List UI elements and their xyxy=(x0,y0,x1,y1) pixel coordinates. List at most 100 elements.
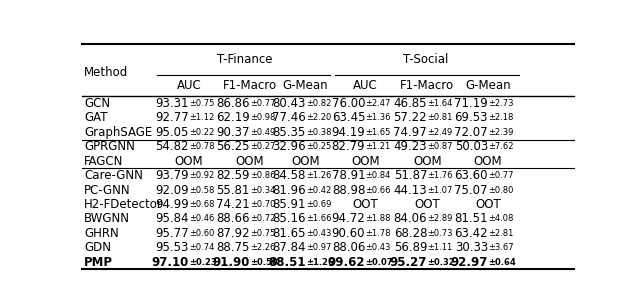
Text: ±0.23: ±0.23 xyxy=(189,258,217,267)
Text: ±0.49: ±0.49 xyxy=(250,128,275,137)
Text: OOT: OOT xyxy=(414,198,440,211)
Text: GCN: GCN xyxy=(84,97,110,110)
Text: 99.62: 99.62 xyxy=(328,256,365,269)
Text: 87.92: 87.92 xyxy=(216,227,250,240)
Text: ±0.64: ±0.64 xyxy=(488,258,516,267)
Text: OOT: OOT xyxy=(475,198,501,211)
Text: ±0.81: ±0.81 xyxy=(428,113,452,122)
Text: ±1.88: ±1.88 xyxy=(365,214,390,223)
Text: ±0.98: ±0.98 xyxy=(250,113,275,122)
Text: 88.66: 88.66 xyxy=(216,213,250,225)
Text: 88.06: 88.06 xyxy=(332,241,365,254)
Text: ±2.39: ±2.39 xyxy=(488,128,513,137)
Text: ±0.46: ±0.46 xyxy=(189,214,214,223)
Text: ±0.86: ±0.86 xyxy=(250,171,275,180)
Text: 86.86: 86.86 xyxy=(216,97,250,110)
Text: 92.77: 92.77 xyxy=(156,111,189,124)
Text: ±7.62: ±7.62 xyxy=(488,142,513,151)
Text: 93.79: 93.79 xyxy=(156,169,189,182)
Text: ±0.66: ±0.66 xyxy=(365,185,390,195)
Text: 82.59: 82.59 xyxy=(216,169,250,182)
Text: ±1.12: ±1.12 xyxy=(189,113,214,122)
Text: ±1.26: ±1.26 xyxy=(306,171,331,180)
Text: 97.10: 97.10 xyxy=(152,256,189,269)
Text: 75.07: 75.07 xyxy=(454,184,488,197)
Text: ±1.36: ±1.36 xyxy=(365,113,390,122)
Text: 51.87: 51.87 xyxy=(394,169,428,182)
Text: 68.28: 68.28 xyxy=(394,227,428,240)
Text: ±0.43: ±0.43 xyxy=(306,229,331,238)
Text: 50.03: 50.03 xyxy=(454,140,488,153)
Text: 84.58: 84.58 xyxy=(272,169,306,182)
Text: ±2.26: ±2.26 xyxy=(250,243,275,252)
Text: 95.84: 95.84 xyxy=(156,213,189,225)
Text: ±0.58: ±0.58 xyxy=(189,185,214,195)
Text: 46.85: 46.85 xyxy=(394,97,428,110)
Text: 95.05: 95.05 xyxy=(156,126,189,139)
Text: 87.84: 87.84 xyxy=(272,241,306,254)
Text: ±0.74: ±0.74 xyxy=(189,243,214,252)
Text: 49.23: 49.23 xyxy=(394,140,428,153)
Text: ±0.92: ±0.92 xyxy=(189,171,214,180)
Text: 90.60: 90.60 xyxy=(332,227,365,240)
Text: 95.27: 95.27 xyxy=(390,256,428,269)
Text: ±1.64: ±1.64 xyxy=(428,99,452,108)
Text: ±0.73: ±0.73 xyxy=(428,229,452,238)
Text: 72.07: 72.07 xyxy=(454,126,488,139)
Text: ±0.75: ±0.75 xyxy=(250,229,275,238)
Text: ±2.47: ±2.47 xyxy=(365,99,390,108)
Text: 81.51: 81.51 xyxy=(454,213,488,225)
Text: ±1.07: ±1.07 xyxy=(428,185,452,195)
Text: BWGNN: BWGNN xyxy=(84,213,130,225)
Text: 78.91: 78.91 xyxy=(332,169,365,182)
Text: Care-GNN: Care-GNN xyxy=(84,169,143,182)
Text: ±0.78: ±0.78 xyxy=(189,142,214,151)
Text: F1-Macro: F1-Macro xyxy=(400,79,454,92)
Text: GHRN: GHRN xyxy=(84,227,118,240)
Text: ±0.77: ±0.77 xyxy=(250,99,275,108)
Text: OOM: OOM xyxy=(175,155,204,168)
Text: 63.60: 63.60 xyxy=(454,169,488,182)
Text: 94.99: 94.99 xyxy=(156,198,189,211)
Text: T-Social: T-Social xyxy=(403,53,449,66)
Text: ±0.68: ±0.68 xyxy=(189,200,214,209)
Text: ±1.11: ±1.11 xyxy=(428,243,452,252)
Text: ±0.82: ±0.82 xyxy=(306,99,331,108)
Text: OOM: OOM xyxy=(291,155,320,168)
Text: ±2.81: ±2.81 xyxy=(488,229,513,238)
Text: 76.00: 76.00 xyxy=(332,97,365,110)
Text: 94.19: 94.19 xyxy=(332,126,365,139)
Text: H2-FDetector: H2-FDetector xyxy=(84,198,163,211)
Text: Method: Method xyxy=(84,66,128,79)
Text: ±0.87: ±0.87 xyxy=(428,142,452,151)
Text: AUC: AUC xyxy=(177,79,202,92)
Text: 82.79: 82.79 xyxy=(332,140,365,153)
Text: ±0.34: ±0.34 xyxy=(250,185,275,195)
Text: 55.81: 55.81 xyxy=(216,184,250,197)
Text: 81.96: 81.96 xyxy=(272,184,306,197)
Text: ±2.20: ±2.20 xyxy=(306,113,331,122)
Text: 93.31: 93.31 xyxy=(156,97,189,110)
Text: 30.33: 30.33 xyxy=(454,241,488,254)
Text: ±0.07: ±0.07 xyxy=(365,258,393,267)
Text: 56.25: 56.25 xyxy=(216,140,250,153)
Text: GraphSAGE: GraphSAGE xyxy=(84,126,152,139)
Text: ±2.89: ±2.89 xyxy=(428,214,452,223)
Text: OOM: OOM xyxy=(351,155,380,168)
Text: F1-Macro: F1-Macro xyxy=(223,79,277,92)
Text: 62.19: 62.19 xyxy=(216,111,250,124)
Text: ±0.97: ±0.97 xyxy=(306,243,331,252)
Text: ±2.49: ±2.49 xyxy=(428,128,452,137)
Text: ±0.25: ±0.25 xyxy=(306,142,331,151)
Text: 81.65: 81.65 xyxy=(272,227,306,240)
Text: 92.97: 92.97 xyxy=(451,256,488,269)
Text: FAGCN: FAGCN xyxy=(84,155,124,168)
Text: 88.51: 88.51 xyxy=(268,256,306,269)
Text: ±0.80: ±0.80 xyxy=(488,185,513,195)
Text: 32.96: 32.96 xyxy=(272,140,306,153)
Text: ±0.42: ±0.42 xyxy=(306,185,331,195)
Text: ±0.70: ±0.70 xyxy=(250,200,275,209)
Text: ±1.78: ±1.78 xyxy=(365,229,390,238)
Text: ±4.08: ±4.08 xyxy=(488,214,513,223)
Text: 85.16: 85.16 xyxy=(272,213,306,225)
